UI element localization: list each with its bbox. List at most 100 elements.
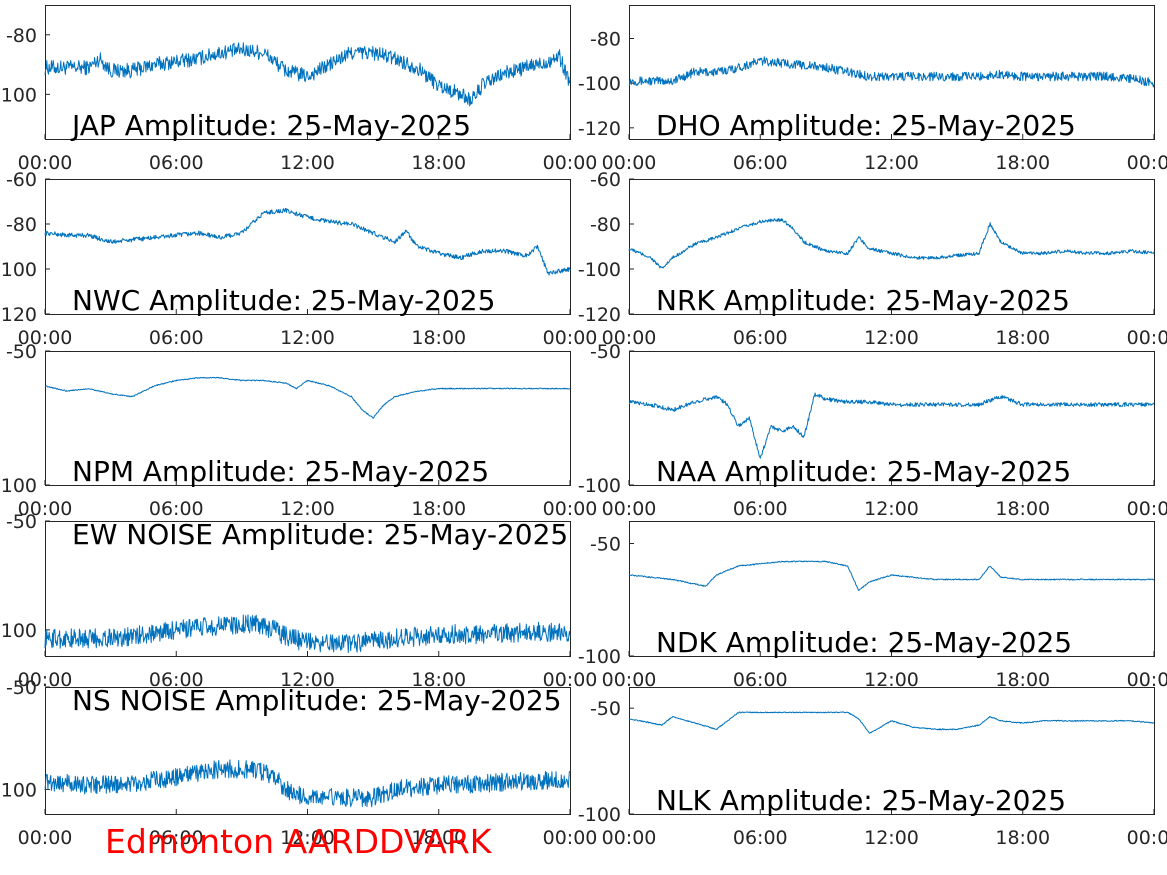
x-tick-label: 00:00 [602, 669, 657, 691]
y-tick-label: -50 [590, 698, 621, 720]
x-tick-label: 00:00 [602, 152, 657, 174]
panel-title: DHO Amplitude: 25-May-2025 [656, 109, 1076, 142]
y-tick-label: 120 [1, 304, 37, 326]
chart-panel: -50 100 00:00 06:00 12:00 18:00 00:00 EW NOISE … [1, 511, 598, 691]
y-tick-label: -100 [578, 646, 621, 668]
amplitude-trace [44, 759, 571, 808]
y-tick-label: -120 [578, 304, 621, 326]
y-tick-label: -60 [6, 169, 37, 191]
x-tick-label: 00:00 [602, 327, 657, 349]
y-tick-label: -50 [590, 534, 621, 556]
amplitude-trace [628, 56, 1155, 88]
x-tick-label: 06:00 [733, 327, 788, 349]
x-tick-label: 00:00 [543, 827, 598, 849]
y-tick-label: -100 [578, 73, 621, 95]
y-tick-label: 100 [1, 779, 37, 801]
x-tick-label: 12:00 [280, 669, 335, 691]
y-tick-label: -50 [6, 341, 37, 363]
chart-panel: -60-80-100-12000:0006:0012:0018:0000:00N… [578, 169, 1167, 349]
panel-title: NPM Amplitude: 25-May-2025 [72, 455, 489, 488]
x-tick-label: 18:00 [995, 669, 1050, 691]
x-tick-label: 06:00 [149, 827, 204, 849]
x-tick-label: 18:00 [411, 827, 466, 849]
x-tick-label: 06:00 [149, 498, 204, 520]
plot-frame [629, 521, 1155, 657]
x-tick-label: 00:00 [543, 327, 598, 349]
plot-frame [45, 351, 571, 486]
plot-frame [629, 179, 1155, 315]
y-tick-label: -50 [6, 677, 37, 699]
plot-frame [629, 351, 1155, 486]
plot-frame [629, 687, 1155, 815]
x-tick-label: 00:00 [602, 498, 657, 520]
amplitude-trace [44, 42, 571, 107]
panel-title: NWC Amplitude: 25-May-2025 [72, 284, 495, 317]
amplitude-trace [628, 392, 1155, 459]
x-tick-label: 18:00 [995, 152, 1050, 174]
x-tick-label: 18:00 [995, 327, 1050, 349]
amplitude-trace [44, 614, 571, 654]
y-tick-label: -80 [590, 29, 621, 51]
x-tick-label: 06:00 [149, 327, 204, 349]
plot-frame [45, 179, 571, 315]
x-tick-label: 00:00 [1127, 152, 1167, 174]
y-tick-label: 100 [1, 475, 37, 497]
y-tick-label: -80 [590, 214, 621, 236]
amplitude-trace [44, 208, 571, 276]
panel-title: NAA Amplitude: 25-May-2025 [656, 455, 1071, 488]
panel-title: JAP Amplitude: 25-May-2025 [70, 109, 471, 142]
x-tick-label: 00:00 [1127, 669, 1167, 691]
amplitude-trace [44, 376, 571, 419]
x-tick-label: 00:00 [1127, 327, 1167, 349]
x-tick-label: 00:00 [18, 827, 73, 849]
y-tick-label: -50 [590, 341, 621, 363]
chart-panel: -80 -100 -120 00:00 06:00 12:00 18:00 00:00 DHO … [578, 5, 1167, 174]
x-tick-label: 12:00 [864, 827, 919, 849]
x-tick-label: 18:00 [411, 669, 466, 691]
y-tick-label: -100 [578, 804, 621, 826]
x-tick-label: 18:00 [995, 498, 1050, 520]
x-tick-label: 18:00 [411, 152, 466, 174]
footer-label: Edmonton AARDDVARK [105, 822, 493, 861]
x-tick-label: 12:00 [864, 152, 919, 174]
x-tick-label: 00:00 [18, 327, 73, 349]
plot-frame [45, 687, 571, 815]
amplitude-trace [628, 711, 1154, 734]
x-tick-label: 00:00 [602, 827, 657, 849]
x-tick-label: 12:00 [864, 327, 919, 349]
x-tick-label: 12:00 [280, 152, 335, 174]
y-tick-label: 100 [1, 620, 37, 642]
x-tick-label: 00:00 [543, 669, 598, 691]
y-tick-label: -50 [6, 511, 37, 533]
x-tick-label: 18:00 [995, 827, 1050, 849]
y-tick-label: 100 [1, 259, 37, 281]
x-tick-label: 00:00 [1127, 827, 1167, 849]
y-tick-label: -80 [6, 214, 37, 236]
x-tick-label: 00:00 [18, 498, 73, 520]
chart-panel: -50 100 00:00 06:00 12:00 18:00 00:00 NS NOISE … [1, 677, 598, 849]
amplitude-trace [628, 560, 1155, 591]
x-tick-label: 06:00 [733, 498, 788, 520]
x-tick-label: 00:00 [1127, 498, 1167, 520]
x-tick-label: 00:00 [543, 152, 598, 174]
panel-title: NRK Amplitude: 25-May-2025 [656, 284, 1070, 317]
x-tick-label: 06:00 [733, 152, 788, 174]
y-tick-label: 100 [1, 84, 37, 106]
x-tick-label: 06:00 [733, 827, 788, 849]
x-tick-label: 12:00 [864, 498, 919, 520]
y-tick-label: -120 [578, 118, 621, 140]
x-tick-label: 12:00 [280, 327, 335, 349]
x-tick-label: 18:00 [411, 498, 466, 520]
x-tick-label: 06:00 [149, 152, 204, 174]
x-tick-label: 12:00 [864, 669, 919, 691]
x-tick-label: 06:00 [733, 669, 788, 691]
x-tick-label: 06:00 [149, 669, 204, 691]
y-tick-label: -100 [578, 259, 621, 281]
x-tick-label: 00:00 [18, 669, 73, 691]
